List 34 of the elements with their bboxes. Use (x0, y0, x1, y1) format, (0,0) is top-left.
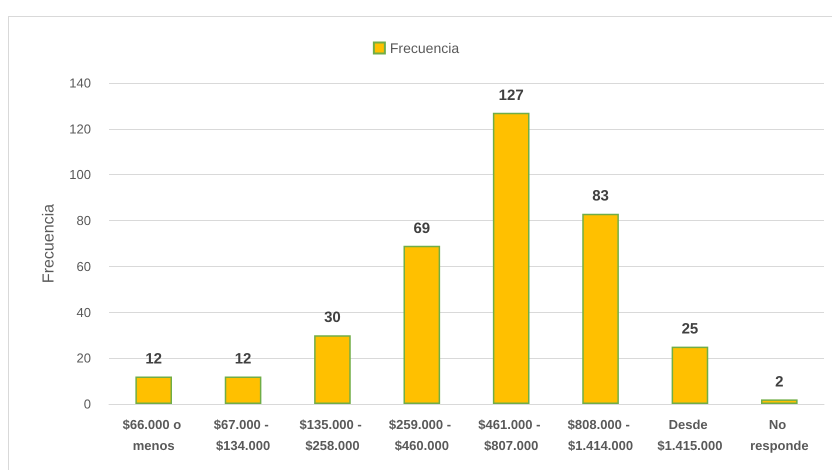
x-tick-label: $66.000 o menos (122, 417, 185, 453)
bar (224, 376, 262, 404)
y-tick-label: 100 (69, 167, 91, 182)
y-tick-label: 140 (69, 76, 91, 90)
y-tick-label: 120 (69, 121, 91, 136)
bar (314, 335, 351, 404)
y-tick-label: 20 (76, 350, 91, 366)
x-tick-label: Desde $1.415.000 (657, 417, 722, 453)
bar (135, 376, 172, 404)
data-label: 83 (592, 188, 609, 205)
y-tick-label: 60 (76, 258, 91, 274)
y-axis-title: Frecuencia (40, 204, 58, 284)
bar (582, 214, 619, 404)
data-label: 69 (413, 220, 430, 237)
x-tick-label: $808.000 - $1.414.000 (568, 417, 634, 453)
bar (492, 112, 530, 404)
data-label: 12 (145, 350, 162, 368)
x-tick-label: No responde (750, 417, 809, 453)
legend-label: Frecuencia (390, 40, 460, 56)
x-tick-label: $67.000 - $134.000 (214, 417, 272, 453)
x-tick-label: $259.000 - $460.000 (388, 417, 455, 453)
y-tick-label: 40 (76, 304, 91, 320)
data-label: 127 (498, 86, 524, 104)
x-tick-label: $135.000 - $258.000 (300, 417, 366, 453)
y-tick-label: 0 (84, 396, 91, 412)
bar (760, 399, 798, 404)
y-tick-label: 80 (76, 213, 91, 228)
data-label: 12 (234, 350, 252, 368)
bar (403, 246, 440, 404)
data-label: 30 (324, 309, 341, 326)
x-tick-label: $461.000 - $807.000 (478, 417, 544, 453)
bar (672, 346, 708, 404)
data-label: 25 (682, 320, 698, 338)
data-label: 2 (775, 373, 784, 390)
